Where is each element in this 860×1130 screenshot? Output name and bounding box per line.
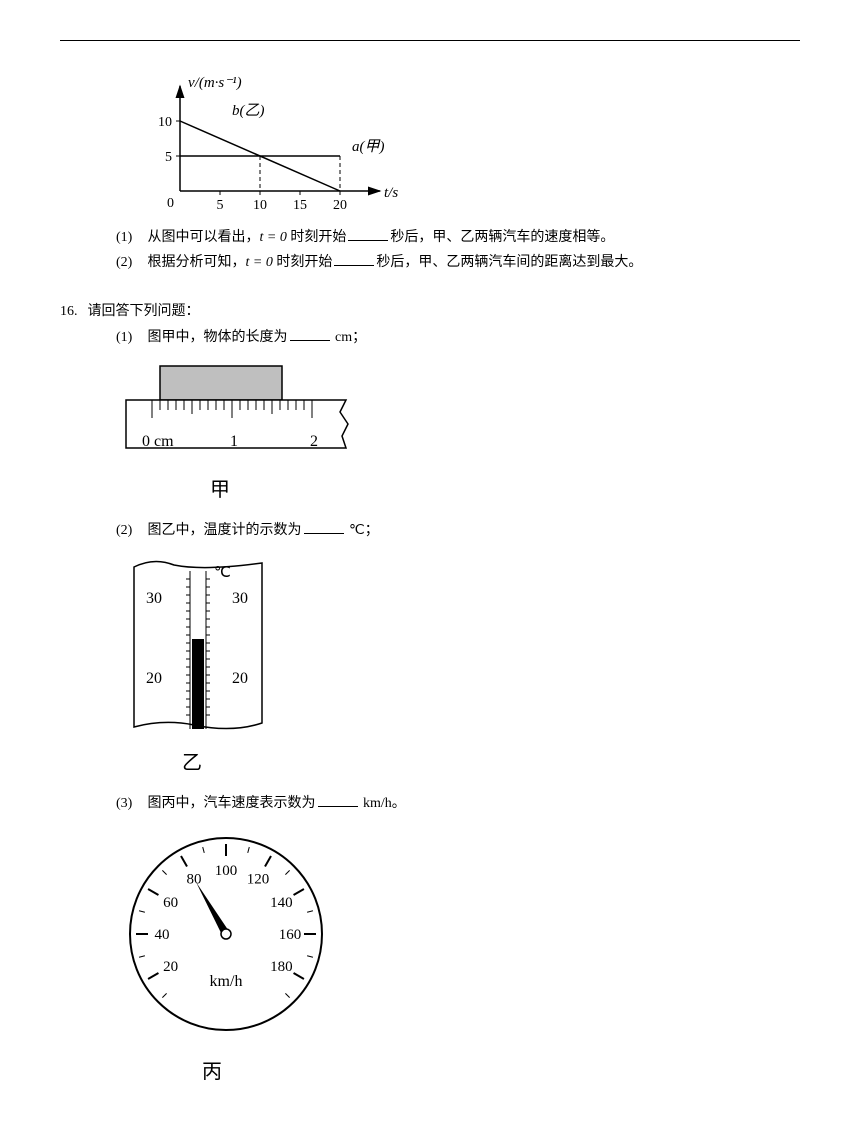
unit: cm； [332, 330, 367, 345]
svg-text:15: 15 [293, 198, 307, 213]
svg-text:0: 0 [167, 196, 174, 211]
svg-text:140: 140 [270, 895, 293, 911]
formula: t = 0 [246, 255, 273, 270]
unit: ℃； [346, 523, 379, 538]
svg-text:km/h: km/h [210, 973, 243, 990]
svg-text:30: 30 [232, 590, 248, 607]
sub-num: (3) [116, 791, 144, 816]
sub-num: (2) [116, 518, 144, 543]
svg-text:20: 20 [146, 670, 162, 687]
text: 秒后，甲、乙两辆汽车间的距离达到最大。 [376, 255, 642, 270]
figure-label-yi: 乙 [182, 745, 800, 781]
svg-text:0 cm: 0 cm [142, 433, 174, 450]
q16-sub3: (3) 图丙中，汽车速度表示数为 km/h。 [116, 791, 800, 816]
svg-text:100: 100 [215, 863, 238, 879]
thermometer-figure: ℃30203020 [116, 551, 800, 741]
svg-text:20: 20 [333, 198, 347, 213]
q15-graph: 0 v/(m·s⁻¹) t/s 5 10 5 10 15 20 a(甲) b(乙) [140, 71, 800, 221]
svg-text:t/s: t/s [384, 185, 398, 201]
question-number: 16. [60, 299, 84, 324]
blank-input[interactable] [290, 327, 330, 341]
svg-text:30: 30 [146, 590, 162, 607]
svg-text:1: 1 [230, 433, 238, 450]
sub-num: (1) [116, 225, 144, 250]
sub-num: (2) [116, 250, 144, 275]
svg-text:10: 10 [253, 198, 267, 213]
svg-text:40: 40 [155, 927, 170, 943]
svg-text:℃: ℃ [214, 565, 231, 581]
svg-text:10: 10 [158, 115, 172, 130]
svg-text:20: 20 [232, 670, 248, 687]
svg-text:120: 120 [247, 872, 270, 888]
text: 根据分析可知， [148, 255, 246, 270]
formula: t = 0 [260, 230, 287, 245]
q16-stem: 16. 请回答下列问题： [60, 299, 800, 324]
svg-text:5: 5 [165, 150, 172, 165]
q16-sub2: (2) 图乙中，温度计的示数为 ℃； [116, 518, 800, 543]
q16-sub1: (1) 图甲中，物体的长度为 cm； [116, 325, 800, 350]
q15-sub1: (1) 从图中可以看出，t = 0 时刻开始 秒后，甲、乙两辆汽车的速度相等。 [116, 225, 800, 250]
blank-input[interactable] [348, 227, 388, 241]
q15-sub2: (2) 根据分析可知，t = 0 时刻开始 秒后，甲、乙两辆汽车间的距离达到最大。 [116, 250, 800, 275]
svg-text:v/(m·s⁻¹): v/(m·s⁻¹) [188, 75, 242, 91]
page-top-rule [60, 40, 800, 41]
svg-text:180: 180 [270, 959, 293, 975]
text: 图乙中，温度计的示数为 [148, 523, 302, 538]
text: 秒后，甲、乙两辆汽车的速度相等。 [390, 230, 614, 245]
unit: km/h。 [360, 796, 406, 811]
text: 时刻开始 [273, 255, 333, 270]
text: 时刻开始 [287, 230, 347, 245]
svg-text:80: 80 [187, 872, 202, 888]
svg-text:20: 20 [163, 959, 178, 975]
text: 图丙中，汽车速度表示数为 [148, 796, 316, 811]
svg-text:a(甲): a(甲) [352, 139, 385, 155]
svg-text:60: 60 [163, 895, 178, 911]
ruler-figure: 0 cm 1 2 [116, 358, 800, 468]
blank-input[interactable] [334, 252, 374, 266]
text: 从图中可以看出， [148, 230, 260, 245]
speedometer-figure: 20 40 60 80 100 120140 160 180 km/h [116, 824, 800, 1044]
stem-text: 请回答下列问题： [88, 304, 200, 319]
svg-text:5: 5 [217, 198, 224, 213]
figure-label-jia: 甲 [210, 472, 800, 508]
sub-num: (1) [116, 325, 144, 350]
blank-input[interactable] [318, 793, 358, 807]
text: 图甲中，物体的长度为 [148, 330, 288, 345]
figure-label-bing: 丙 [202, 1054, 800, 1090]
svg-text:2: 2 [310, 433, 318, 450]
blank-input[interactable] [304, 520, 344, 534]
svg-text:160: 160 [279, 927, 302, 943]
svg-text:b(乙): b(乙) [232, 103, 265, 119]
